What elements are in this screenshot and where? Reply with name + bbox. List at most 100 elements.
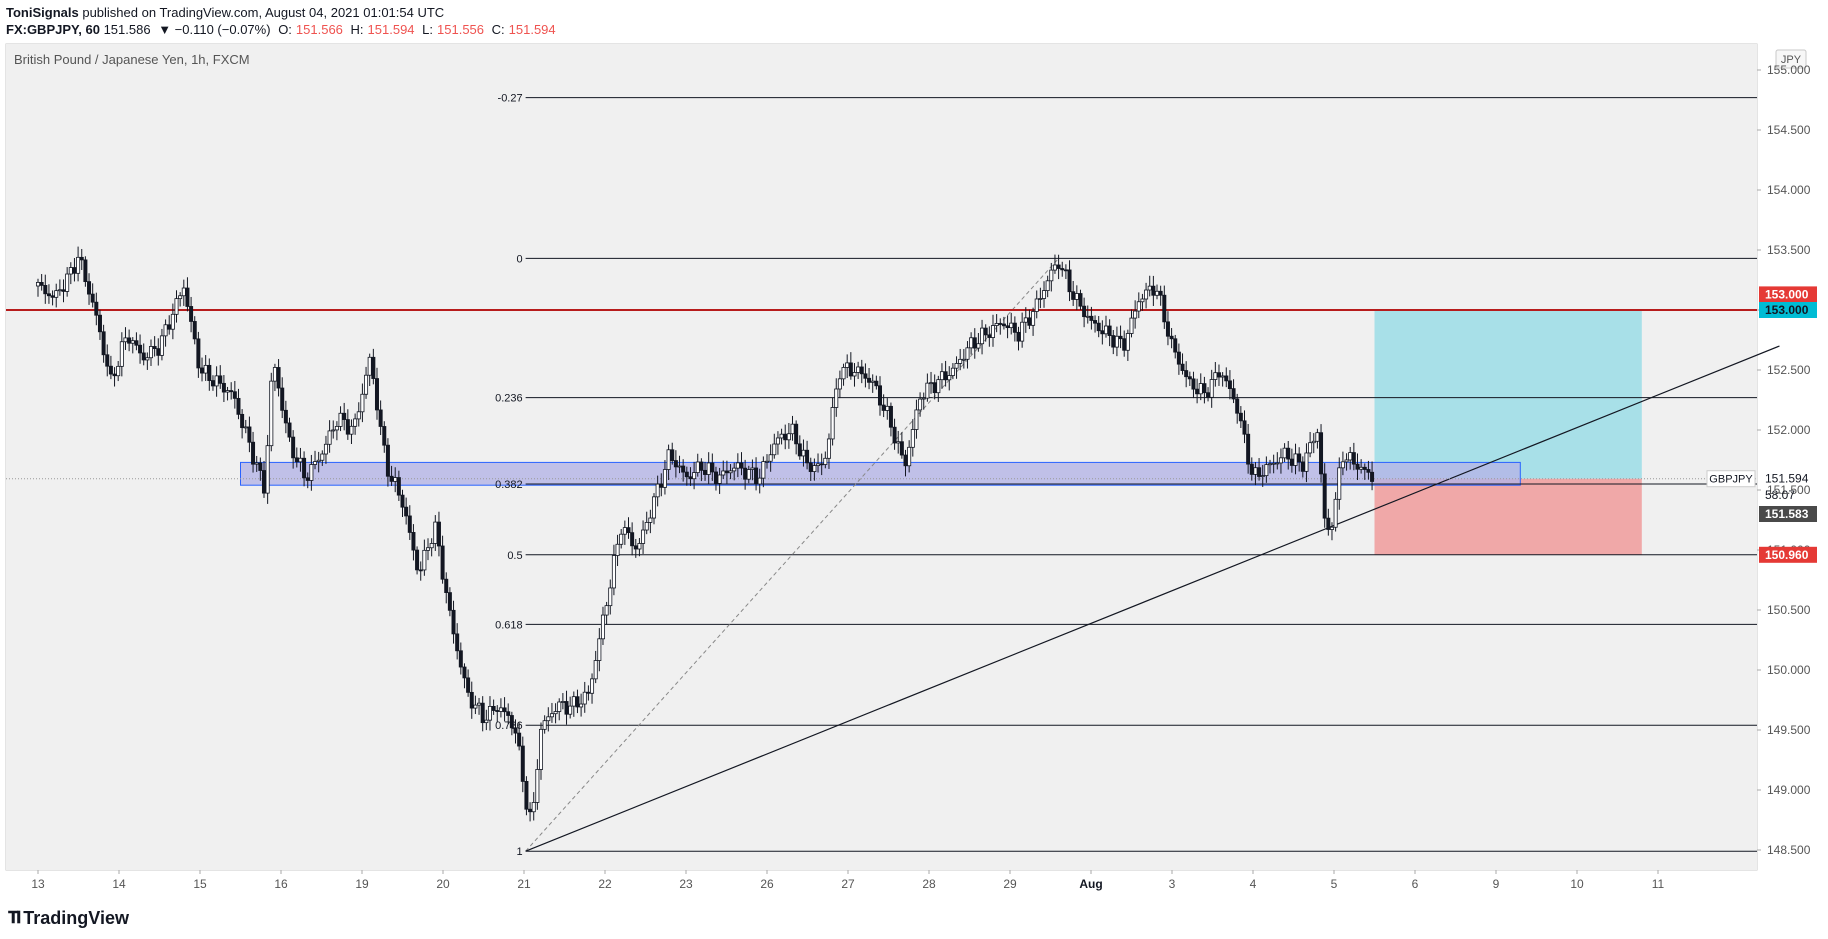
candle-body [1125, 333, 1130, 351]
candle-body [892, 426, 897, 444]
candle-body [615, 543, 620, 556]
y-tick-label: 151.500 [1767, 483, 1811, 497]
open-value: 151.566 [295, 22, 343, 37]
candle-body [721, 470, 726, 476]
candle-body [998, 323, 1003, 325]
candle-body [961, 358, 966, 361]
y-tick-label: 152.000 [1767, 423, 1811, 437]
candle-body [72, 267, 77, 274]
price-chart[interactable]: British Pound / Japanese Yen, 1h, FXCM J… [0, 0, 1828, 900]
candle-body [549, 713, 554, 718]
candle-body [735, 462, 740, 469]
price-axis-label: 153.000 [1765, 303, 1809, 317]
candle-body [207, 364, 212, 381]
candle-body [717, 474, 722, 484]
trendline[interactable] [525, 345, 1780, 852]
candle-body [385, 444, 390, 477]
y-tick-label: 149.000 [1767, 783, 1811, 797]
candle-body [990, 325, 995, 338]
candle-body [225, 390, 230, 393]
candle-body [1056, 264, 1061, 269]
candle-body [859, 366, 864, 375]
candle-body [444, 578, 449, 593]
candle-body [597, 638, 602, 661]
price-axis-label: 151.594 [1765, 472, 1809, 486]
candle-body [575, 696, 580, 708]
candle-body [1242, 420, 1247, 435]
candle-body [134, 340, 139, 346]
candle-body [557, 701, 562, 712]
candle-body [542, 720, 547, 730]
candle-body [411, 532, 416, 551]
candle-body [119, 341, 124, 367]
y-tick-label: 149.500 [1767, 723, 1811, 737]
demand-zone[interactable] [240, 461, 1521, 486]
candle-body [1052, 264, 1057, 271]
candle-body [178, 295, 183, 300]
y-tick-label: 153.500 [1767, 243, 1811, 257]
candle-body [950, 367, 955, 376]
y-tick-label: 148.500 [1767, 843, 1811, 857]
candle-body [983, 327, 988, 336]
candle-body [1195, 388, 1200, 395]
candle-body [214, 375, 219, 387]
candle-body [87, 281, 92, 295]
candle-body [261, 470, 266, 494]
candle-body [728, 470, 733, 474]
x-tick-label: 15 [193, 877, 207, 891]
fib-level-label: 0 [516, 253, 522, 265]
candle-body [699, 461, 704, 471]
x-tick-label: 29 [1003, 877, 1017, 891]
candle-body [1329, 526, 1334, 530]
candle-body [593, 660, 598, 680]
candle-body [600, 614, 605, 640]
stop-loss-zone[interactable] [1374, 478, 1642, 555]
candle-body [221, 382, 226, 393]
candle-body [1220, 375, 1225, 378]
candle-body [710, 462, 715, 473]
candle-body [509, 715, 514, 729]
candle-body [1100, 330, 1105, 335]
candle-body [546, 716, 551, 722]
currency-badge[interactable]: JPY [1775, 49, 1807, 69]
candle-body [61, 289, 66, 292]
candle-body [692, 472, 697, 480]
candle-body [870, 380, 875, 383]
candle-body [633, 545, 638, 550]
candle-body [706, 462, 711, 475]
candle-body [641, 529, 646, 544]
candle-body [1009, 322, 1014, 329]
candle-body [856, 366, 861, 373]
candle-body [932, 382, 937, 394]
candle-body [280, 387, 285, 411]
x-tick-label: 14 [112, 877, 126, 891]
high-value: 151.594 [367, 22, 415, 37]
candle-body [779, 433, 784, 439]
candle-body [837, 378, 842, 390]
candle-body [65, 273, 70, 292]
fib-level-label: 0.382 [495, 479, 523, 491]
author-name[interactable]: ToniSignals [6, 5, 79, 20]
candle-body [1326, 517, 1331, 530]
candle-body [371, 356, 376, 379]
candle-body [1293, 453, 1298, 466]
candle-body [68, 267, 73, 275]
candle-body [1340, 461, 1345, 469]
y-tick-label: 150.500 [1767, 603, 1811, 617]
candle-body [498, 707, 503, 712]
candle-body [269, 380, 274, 447]
target-zone[interactable] [1374, 310, 1642, 479]
candle-body [1311, 440, 1316, 444]
candle-body [885, 405, 890, 411]
fib-level-label: 0.786 [495, 720, 523, 732]
candle-body [732, 467, 737, 472]
candle-body [152, 346, 157, 350]
candle-body [447, 592, 452, 611]
symbol-interval: FX:GBPJPY, 60 [6, 22, 100, 37]
candle-body [1122, 338, 1127, 351]
candle-body [159, 335, 164, 356]
x-tick-label: 3 [1169, 877, 1176, 891]
candle-body [123, 337, 128, 343]
candle-body [1107, 325, 1112, 336]
candle-body [1162, 294, 1167, 323]
